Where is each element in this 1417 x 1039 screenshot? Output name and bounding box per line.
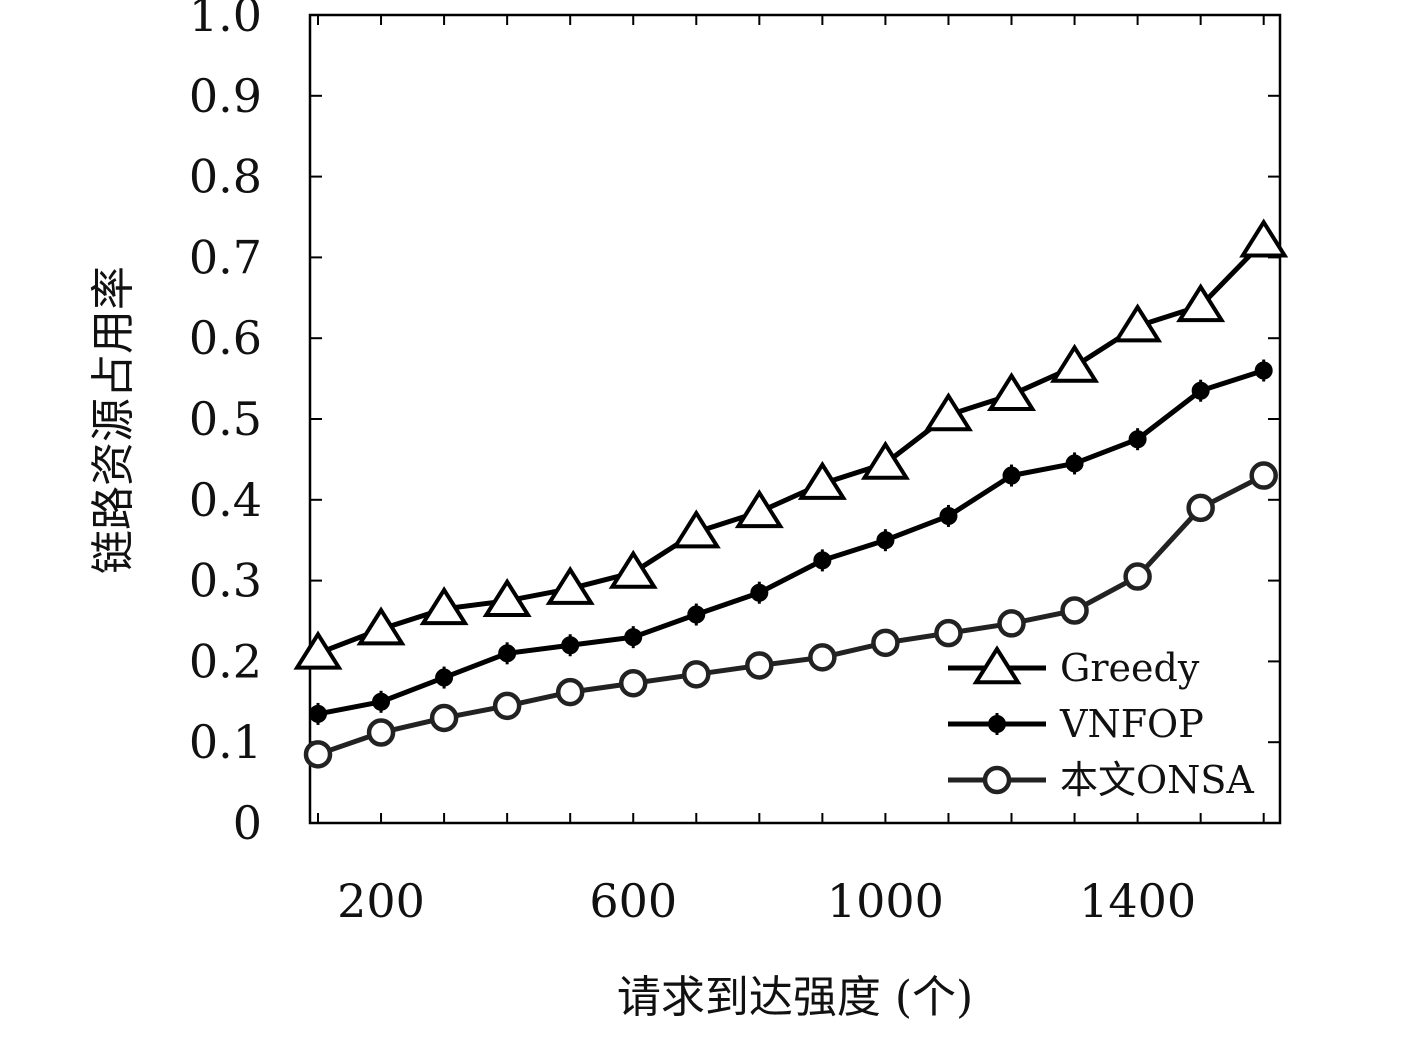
y-axis-title: 链路资源占用率 — [88, 266, 139, 574]
legend-entry: VNFOP — [948, 702, 1204, 746]
circle-marker — [934, 618, 963, 648]
triangle-marker — [608, 549, 658, 589]
series-layer — [293, 218, 1289, 769]
circle-marker — [618, 668, 648, 698]
circle-marker — [871, 628, 900, 658]
triangle-marker — [923, 392, 973, 432]
triangle-marker — [1050, 343, 1100, 383]
series-line — [317, 368, 1265, 717]
legend-entry: Greedy — [948, 645, 1200, 690]
axis-ticks — [310, 14, 1280, 824]
y-tick-label: 0.4 — [189, 473, 262, 527]
triangle-marker — [797, 460, 847, 500]
x-tick-label: 200 — [337, 874, 425, 928]
triangle-marker — [671, 509, 721, 549]
y-tick-label: 0.1 — [189, 715, 262, 769]
y-tick-label: 0.7 — [189, 230, 262, 284]
triangle-marker — [860, 440, 910, 480]
circle-marker — [555, 677, 585, 707]
x-tick-label: 600 — [589, 874, 677, 928]
triangle-marker — [293, 630, 343, 670]
x-tick-label: 1400 — [1079, 874, 1196, 928]
series-triangle — [293, 218, 1289, 670]
legend-label: Greedy — [1060, 646, 1200, 690]
y-tick-label: 0.5 — [189, 392, 262, 446]
circle-marker — [429, 703, 459, 733]
circle-marker — [303, 740, 333, 769]
circle-marker — [366, 718, 396, 747]
circle-marker — [997, 609, 1026, 638]
circle-marker — [1186, 493, 1215, 523]
y-tick-label: 0.2 — [189, 634, 262, 688]
x-axis-title: 请求到达强度 (个) — [617, 972, 973, 1023]
circle-marker — [808, 643, 837, 672]
circle-marker — [1249, 461, 1278, 490]
triangle-marker — [545, 565, 595, 605]
triangle-marker — [1239, 218, 1289, 258]
series-circle — [303, 461, 1278, 769]
circle-marker — [1123, 562, 1152, 591]
series-line — [317, 239, 1266, 656]
legend: Greedy VNFOP 本文ONSA — [948, 645, 1254, 802]
triangle-marker — [734, 489, 784, 529]
legend-label: VNFOP — [1059, 702, 1204, 746]
triangle-marker — [972, 645, 1022, 685]
circle-marker — [1060, 596, 1089, 625]
circle-marker — [982, 765, 1012, 795]
series-line — [317, 473, 1265, 757]
legend-label: 本文ONSA — [1060, 758, 1254, 802]
x-tick-label: 1000 — [827, 874, 944, 928]
series-diamond — [309, 359, 1273, 725]
triangle-marker — [356, 606, 406, 646]
x-tick-labels: 200 600 1000 1400 — [337, 874, 1196, 928]
circle-marker — [492, 691, 522, 721]
y-tick-label: 0.8 — [189, 150, 262, 204]
y-tick-label: 1.0 — [189, 0, 262, 42]
circle-marker — [745, 651, 774, 680]
legend-entry: 本文ONSA — [948, 758, 1254, 802]
y-tick-label: 0.3 — [189, 554, 262, 608]
triangle-marker — [482, 578, 532, 618]
y-tick-label: 0.9 — [189, 69, 262, 123]
triangle-marker — [1113, 303, 1163, 343]
y-tick-labels: 0 0.1 0.2 0.3 0.4 0.5 0.6 0.7 0.8 0.9 1.0 — [189, 0, 262, 850]
triangle-marker — [1176, 283, 1226, 323]
y-tick-label: 0.6 — [189, 311, 262, 365]
circle-marker — [682, 660, 711, 689]
triangle-marker — [986, 372, 1037, 412]
triangle-marker — [419, 586, 469, 626]
y-tick-label: 0 — [233, 796, 262, 850]
